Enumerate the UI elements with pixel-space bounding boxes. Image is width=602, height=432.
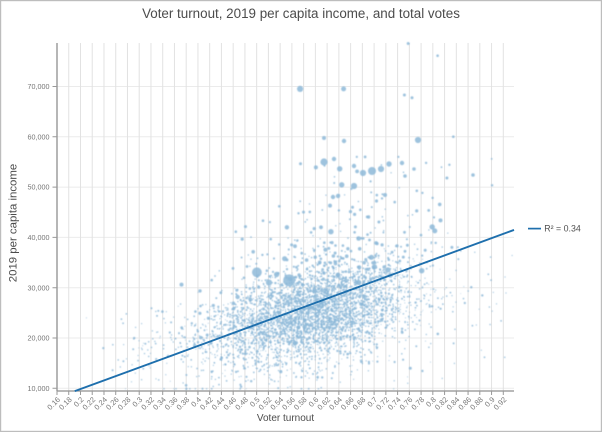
svg-text:2019 per capita income: 2019 per capita income: [7, 164, 19, 282]
svg-text:Voter turnout: Voter turnout: [257, 413, 314, 424]
svg-text:Voter turnout, 2019 per capita: Voter turnout, 2019 per capita income, a…: [142, 6, 460, 21]
svg-text:70,000: 70,000: [28, 82, 50, 91]
svg-text:R² = 0.34: R² = 0.34: [544, 223, 581, 233]
svg-text:40,000: 40,000: [28, 233, 50, 242]
svg-text:10,000: 10,000: [28, 384, 50, 393]
svg-text:30,000: 30,000: [28, 283, 50, 292]
svg-text:50,000: 50,000: [28, 183, 50, 192]
svg-text:20,000: 20,000: [28, 334, 50, 343]
svg-text:60,000: 60,000: [28, 132, 50, 141]
